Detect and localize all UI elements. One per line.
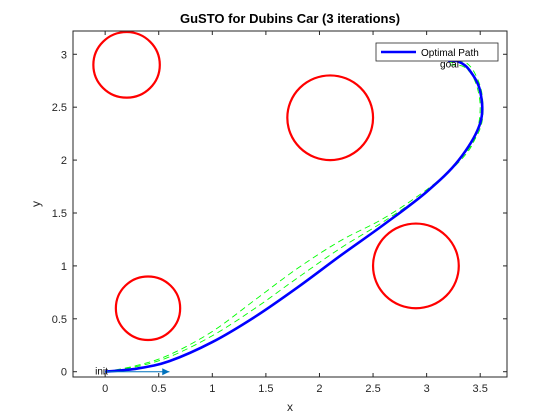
x-tick-label: 3 [424,383,430,395]
obstacles [92,30,460,342]
plot-area [73,31,507,377]
y-tick-label: 0.5 [52,314,67,326]
y-tick-label: 2 [61,155,67,167]
y-tick-label: 1 [61,261,67,273]
x-tick-label: 2 [316,383,322,395]
legend: Optimal Path [375,42,499,62]
optimal-path-line [105,59,484,374]
x-tick-label: 2.5 [365,383,380,395]
x-axis-label: x [287,400,293,414]
x-tick-label: 3.5 [473,383,488,395]
series-group [105,59,484,374]
chart-title: GuSTO for Dubins Car (3 iterations) [180,11,400,26]
y-axis: 0 0.5 1 1.5 2 2.5 3 [52,49,507,379]
legend-label-optimal-path: Optimal Path [421,48,479,59]
obstacle-circle-3 [114,275,182,342]
x-tick-label: 0 [102,383,108,395]
init-arrow-head [162,368,170,376]
x-tick-label: 0.5 [151,383,166,395]
y-tick-label: 0 [61,367,67,379]
iteration-path-line-1 [105,64,481,373]
x-tick-label: 1.5 [258,383,273,395]
x-tick-label: 1 [209,383,215,395]
axes-box [72,30,508,378]
obstacle-circle-1 [286,74,375,162]
iteration-path-line-2 [105,60,484,373]
x-axis: 0 0.5 1 1.5 2 2.5 3 3.5 [102,31,488,395]
y-tick-label: 3 [61,49,67,61]
obstacle-circle-0 [92,30,161,99]
y-tick-label: 2.5 [52,102,67,114]
y-axis-label: y [29,201,43,207]
goal-label: goal [440,59,459,70]
y-tick-label: 1.5 [52,208,67,220]
obstacle-circle-2 [371,222,460,310]
legend-box [375,42,499,62]
init-label: init [95,367,108,378]
